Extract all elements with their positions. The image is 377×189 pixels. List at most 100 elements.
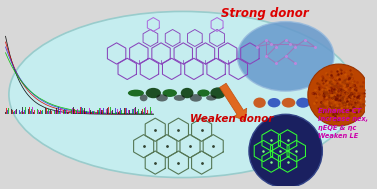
- Bar: [67, 113, 68, 114]
- Bar: [142, 109, 143, 114]
- Bar: [82, 108, 83, 114]
- Bar: [129, 110, 130, 114]
- Bar: [119, 111, 120, 114]
- Bar: [20, 112, 21, 114]
- Bar: [40, 110, 41, 114]
- Bar: [133, 109, 134, 114]
- Bar: [12, 110, 13, 114]
- Bar: [89, 108, 90, 114]
- Bar: [68, 112, 69, 114]
- Bar: [108, 107, 109, 114]
- Bar: [7, 110, 8, 114]
- Bar: [42, 110, 43, 114]
- Bar: [127, 113, 128, 114]
- Bar: [123, 109, 124, 114]
- Bar: [18, 110, 20, 114]
- Bar: [25, 107, 26, 114]
- Bar: [35, 108, 37, 114]
- Bar: [44, 108, 46, 114]
- Bar: [90, 110, 91, 114]
- Bar: [52, 109, 54, 114]
- Bar: [91, 112, 92, 114]
- Bar: [47, 111, 48, 114]
- Bar: [136, 112, 137, 114]
- Bar: [9, 107, 11, 114]
- Bar: [110, 107, 111, 114]
- Bar: [93, 111, 94, 114]
- Bar: [100, 108, 101, 114]
- Bar: [143, 112, 144, 114]
- Ellipse shape: [156, 94, 168, 101]
- Bar: [102, 110, 103, 114]
- Bar: [24, 110, 25, 114]
- Bar: [58, 107, 59, 114]
- Bar: [29, 107, 30, 114]
- Ellipse shape: [253, 98, 266, 108]
- Bar: [43, 111, 44, 114]
- Ellipse shape: [174, 95, 185, 101]
- Bar: [87, 110, 89, 114]
- Bar: [11, 109, 12, 114]
- Bar: [75, 112, 76, 114]
- Ellipse shape: [210, 87, 226, 99]
- Bar: [109, 113, 110, 114]
- Bar: [147, 109, 149, 114]
- Ellipse shape: [190, 94, 202, 102]
- Bar: [55, 110, 56, 114]
- Bar: [149, 108, 150, 114]
- Bar: [111, 111, 112, 114]
- Text: Strong donor: Strong donor: [221, 7, 308, 20]
- Ellipse shape: [282, 98, 295, 108]
- Bar: [32, 107, 33, 114]
- Bar: [145, 108, 146, 114]
- Text: Enhance CT
Increase ηex,
ηEQE & ηc
Weaken LE: Enhance CT Increase ηex, ηEQE & ηc Weake…: [317, 108, 368, 139]
- Bar: [125, 108, 126, 114]
- Bar: [132, 109, 133, 114]
- Bar: [141, 112, 142, 114]
- Bar: [144, 108, 145, 114]
- Bar: [94, 111, 95, 114]
- Bar: [118, 112, 119, 114]
- Bar: [98, 110, 99, 114]
- Ellipse shape: [197, 89, 210, 97]
- Bar: [146, 113, 147, 114]
- Bar: [63, 110, 64, 114]
- Bar: [77, 109, 78, 114]
- Bar: [14, 111, 15, 114]
- Bar: [80, 107, 81, 114]
- Ellipse shape: [146, 88, 161, 98]
- Bar: [121, 110, 123, 114]
- Bar: [21, 111, 22, 114]
- Bar: [139, 112, 141, 114]
- Bar: [57, 110, 58, 114]
- Bar: [104, 107, 106, 114]
- Bar: [73, 107, 74, 114]
- Bar: [37, 109, 38, 114]
- Bar: [128, 110, 129, 114]
- Bar: [65, 110, 66, 114]
- Bar: [151, 111, 152, 114]
- Bar: [23, 112, 24, 114]
- Bar: [124, 108, 125, 114]
- Bar: [92, 111, 93, 114]
- Bar: [117, 109, 118, 114]
- Bar: [101, 110, 102, 114]
- Bar: [120, 108, 121, 114]
- Bar: [97, 110, 98, 114]
- Bar: [33, 112, 34, 114]
- Ellipse shape: [128, 90, 144, 96]
- Bar: [48, 109, 49, 114]
- Bar: [8, 108, 9, 114]
- Circle shape: [249, 114, 322, 188]
- Bar: [16, 109, 17, 114]
- Bar: [30, 111, 31, 114]
- Ellipse shape: [181, 88, 193, 98]
- Bar: [116, 112, 117, 114]
- Bar: [81, 107, 82, 114]
- Bar: [107, 108, 108, 114]
- Bar: [134, 108, 135, 114]
- Bar: [95, 112, 97, 114]
- Bar: [61, 110, 63, 114]
- Bar: [41, 111, 42, 114]
- Bar: [26, 113, 28, 114]
